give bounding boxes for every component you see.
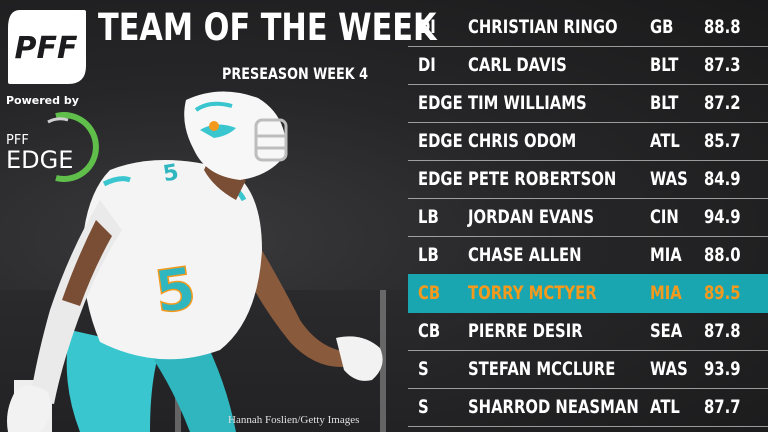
shoulder-number: 5 bbox=[161, 160, 180, 187]
player-name-cell: JORDAN EVANS bbox=[468, 206, 594, 228]
team-cell: MIA bbox=[650, 282, 682, 304]
grade-cell: 89.5 bbox=[704, 282, 741, 304]
team-cell: WAS bbox=[650, 358, 688, 380]
position-cell: DI bbox=[418, 54, 436, 76]
roster-row: CB PIERRE DESIR SEA 87.8 bbox=[408, 312, 768, 351]
position-cell: DI bbox=[418, 16, 436, 38]
position-cell: CB bbox=[418, 320, 441, 342]
page-subtitle: PRESEASON WEEK 4 bbox=[222, 64, 369, 83]
position-cell: S bbox=[418, 396, 429, 418]
player-name-cell: CHRISTIAN RINGO bbox=[468, 16, 618, 38]
player-name-cell: STEFAN MCCLURE bbox=[468, 358, 616, 380]
player-name-cell: SHARROD NEASMAN bbox=[468, 396, 639, 418]
player-name-cell: TIM WILLIAMS bbox=[468, 92, 587, 114]
position-cell: EDGE bbox=[418, 168, 463, 190]
grade-cell: 88.0 bbox=[704, 244, 741, 266]
grade-cell: 87.3 bbox=[704, 54, 741, 76]
position-cell: S bbox=[418, 358, 429, 380]
pff-logo: PFF bbox=[8, 10, 86, 84]
pff-logo-text: PFF bbox=[15, 31, 78, 66]
roster-row: EDGE PETE ROBERTSON WAS 84.9 bbox=[408, 160, 768, 199]
team-cell: BLT bbox=[650, 92, 679, 114]
grade-cell: 87.8 bbox=[704, 320, 741, 342]
edge-prefix-text: PFF bbox=[6, 133, 29, 148]
roster-row: EDGE CHRIS ODOM ATL 85.7 bbox=[408, 122, 768, 161]
roster-row-highlighted: CB TORRY MCTYER MIA 89.5 bbox=[408, 274, 768, 313]
pff-edge-logo: PFF EDGE bbox=[6, 112, 99, 182]
team-cell: CIN bbox=[650, 206, 679, 228]
roster-table: DI CHRISTIAN RINGO GB 88.8 DI CARL DAVIS BLT 87… bbox=[408, 8, 768, 432]
powered-by-label: Powered by bbox=[6, 94, 79, 107]
player-photo: 5 5 bbox=[7, 91, 383, 432]
position-cell: CB bbox=[418, 282, 441, 304]
player-name-cell: PIERRE DESIR bbox=[468, 320, 583, 342]
roster-row: S SHARROD NEASMAN ATL 87.7 bbox=[408, 388, 768, 427]
grade-cell: 87.2 bbox=[704, 92, 741, 114]
roster-row: LB CHASE ALLEN MIA 88.0 bbox=[408, 236, 768, 275]
team-cell: BLT bbox=[650, 54, 679, 76]
roster-row: DI CARL DAVIS BLT 87.3 bbox=[408, 46, 768, 85]
player-name-cell: CHASE ALLEN bbox=[468, 244, 582, 266]
roster-row: S STEFAN MCCLURE WAS 93.9 bbox=[408, 350, 768, 389]
team-cell: SEA bbox=[650, 320, 683, 342]
team-cell: MIA bbox=[650, 244, 682, 266]
edge-text: EDGE bbox=[6, 146, 73, 174]
roster-row: LB JORDAN EVANS CIN 94.9 bbox=[408, 198, 768, 237]
grade-cell: 88.8 bbox=[704, 16, 741, 38]
grade-cell: 85.7 bbox=[704, 130, 741, 152]
yard-line bbox=[380, 290, 386, 432]
player-name-cell: TORRY MCTYER bbox=[468, 282, 597, 304]
position-cell: LB bbox=[418, 244, 439, 266]
grade-cell: 93.9 bbox=[704, 358, 741, 380]
team-cell: GB bbox=[650, 16, 674, 38]
roster-row: EDGE TIM WILLIAMS BLT 87.2 bbox=[408, 84, 768, 123]
grade-cell: 94.9 bbox=[704, 206, 741, 228]
player-name-cell: CHRIS ODOM bbox=[468, 130, 577, 152]
position-cell: LB bbox=[418, 206, 439, 228]
roster-row: DI CHRISTIAN RINGO GB 88.8 bbox=[408, 8, 768, 47]
team-cell: WAS bbox=[650, 168, 688, 190]
player-name-cell: PETE ROBERTSON bbox=[468, 168, 617, 190]
player-name-cell: CARL DAVIS bbox=[468, 54, 567, 76]
grade-cell: 84.9 bbox=[704, 168, 741, 190]
team-cell: ATL bbox=[650, 396, 680, 418]
grade-cell: 87.7 bbox=[704, 396, 741, 418]
team-cell: ATL bbox=[650, 130, 680, 152]
photo-credit: Hannah Foslien/Getty Images bbox=[228, 414, 360, 426]
position-cell: EDGE bbox=[418, 130, 463, 152]
position-cell: EDGE bbox=[418, 92, 463, 114]
page-title: TEAM OF THE WEEK bbox=[98, 6, 437, 49]
